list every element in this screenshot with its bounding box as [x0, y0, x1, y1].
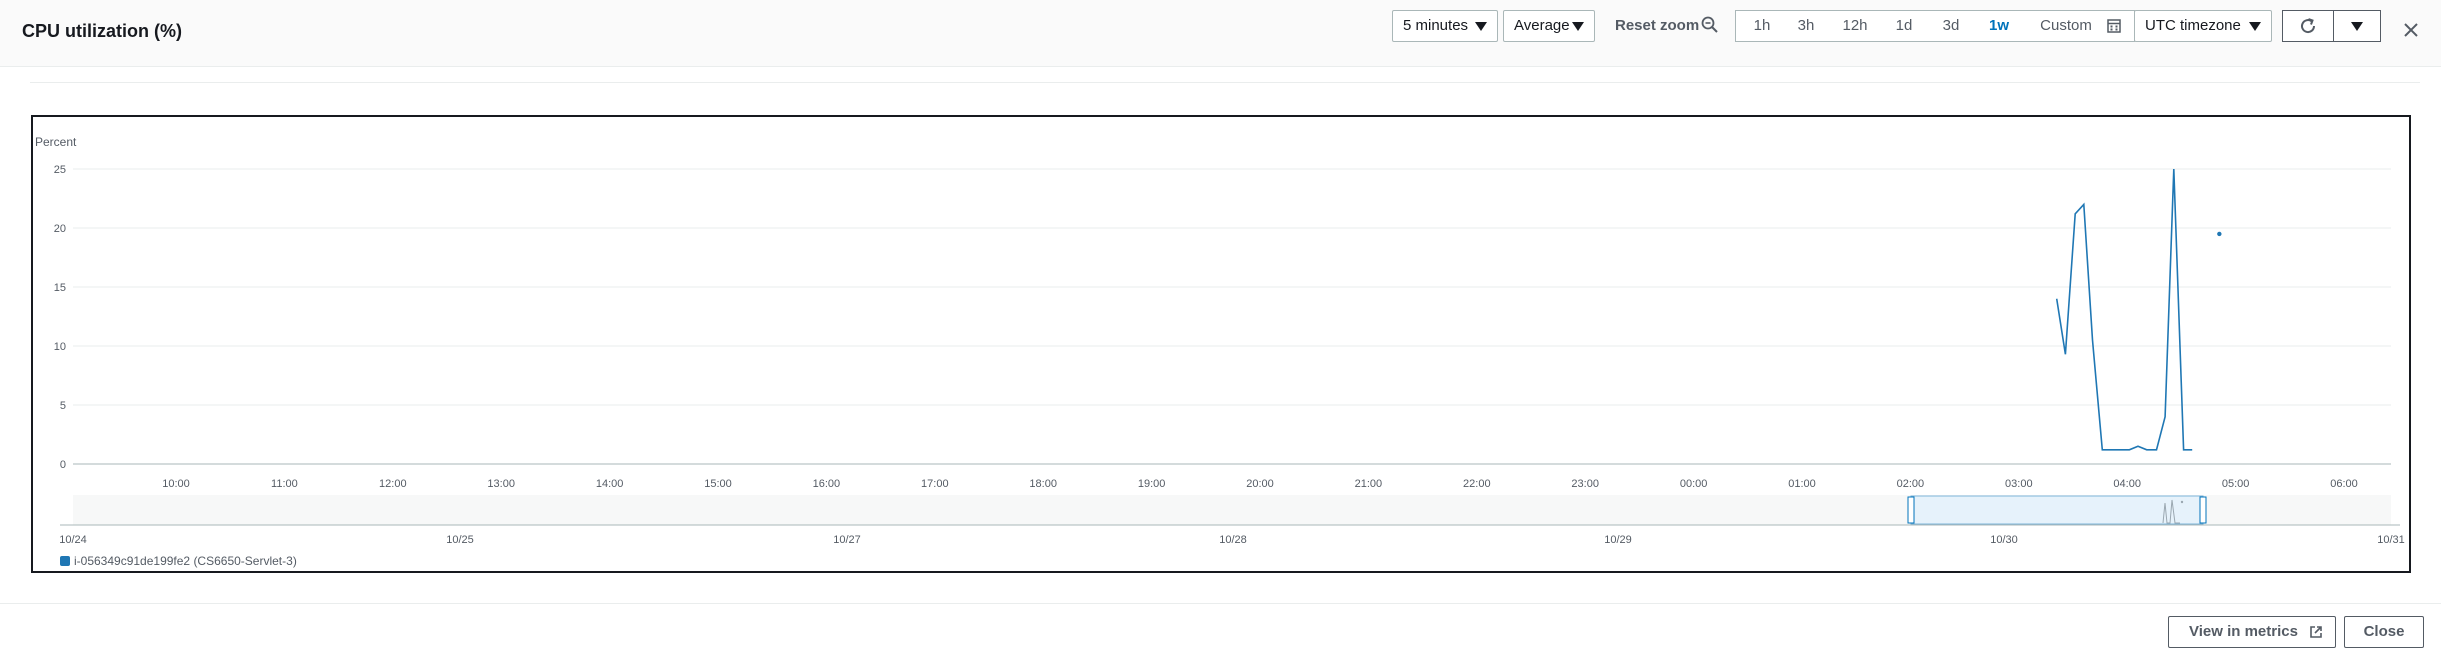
statistic-select[interactable]: Average: [1503, 10, 1595, 42]
range-3h-button[interactable]: 3h: [1797, 17, 1815, 34]
range-custom-button[interactable]: Custom: [2040, 17, 2092, 34]
range-12h-button[interactable]: 12h: [1842, 17, 1868, 34]
time-range-group: 1h 3h 12h 1d 3d 1w Custom: [1735, 10, 2135, 42]
statistic-select-value: Average: [1514, 17, 1570, 34]
period-select[interactable]: 5 minutes: [1392, 10, 1498, 42]
page-title: CPU utilization (%): [22, 21, 182, 41]
close-button[interactable]: Close: [2344, 616, 2424, 648]
range-1w-button[interactable]: 1w: [1988, 17, 2009, 34]
caret-down-icon: [2351, 22, 2363, 31]
period-select-value: 5 minutes: [1403, 17, 1469, 34]
refresh-icon: [2301, 18, 2316, 34]
view-in-metrics-button[interactable]: View in metrics: [2168, 616, 2336, 648]
zoom-out-icon[interactable]: [1701, 16, 1719, 34]
timezone-select-value: UTC timezone: [2145, 17, 2241, 34]
external-link-icon: [2310, 626, 2322, 638]
timezone-select[interactable]: UTC timezone: [2134, 10, 2272, 42]
legend-series-label: i-056349c91de199fe2 (CS6650-Servlet-3): [74, 554, 297, 568]
actions-dropdown-button[interactable]: [2333, 10, 2381, 42]
chart-container[interactable]: [31, 115, 2411, 573]
range-1h-button[interactable]: 1h: [1753, 17, 1771, 34]
content-divider: [30, 82, 2420, 83]
footer-divider: [0, 603, 2441, 604]
calendar-icon[interactable]: [2107, 19, 2121, 33]
chart-legend[interactable]: i-056349c91de199fe2 (CS6650-Servlet-3): [60, 554, 297, 568]
range-1d-button[interactable]: 1d: [1895, 17, 1913, 34]
caret-down-icon: [2249, 22, 2261, 31]
y-axis-label: Percent: [35, 135, 77, 149]
legend-swatch: [60, 556, 70, 566]
reset-zoom-button[interactable]: Reset zoom: [1615, 17, 1700, 34]
refresh-button[interactable]: [2282, 10, 2334, 42]
modal-header: CPU utilization (%) 5 minutes Average Re…: [0, 0, 2441, 67]
close-icon[interactable]: [2403, 22, 2419, 38]
caret-down-icon: [1572, 22, 1584, 31]
view-in-metrics-label: View in metrics: [2189, 623, 2298, 640]
range-3d-button[interactable]: 3d: [1942, 17, 1960, 34]
caret-down-icon: [1475, 22, 1487, 31]
